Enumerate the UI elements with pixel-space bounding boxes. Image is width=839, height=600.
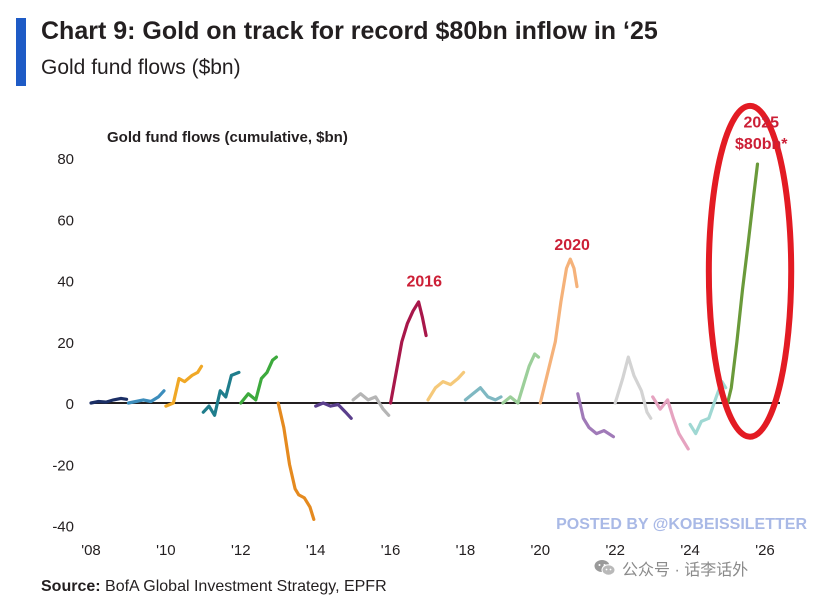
x-tick-label: '24 xyxy=(680,542,700,559)
series-line-2017 xyxy=(426,370,466,402)
posted-by-watermark: POSTED BY @KOBEISSILETTER xyxy=(556,516,807,533)
series-line-2020 xyxy=(538,257,579,405)
x-tick-label: '10 xyxy=(156,542,176,559)
series-line-2015 xyxy=(351,392,391,417)
series-line-2008 xyxy=(89,396,129,405)
series-line-2021 xyxy=(576,392,616,439)
source-text: BofA Global Investment Strategy, EPFR xyxy=(100,578,387,595)
annotation-label: $80bn* xyxy=(735,136,788,153)
title-accent-bar xyxy=(16,18,26,86)
series-line-2011 xyxy=(201,370,241,417)
wechat-label: 公众号 · 话李话外 xyxy=(622,562,749,579)
wechat-watermark: 公众号 · 话李话外 xyxy=(594,556,748,580)
source-note: Source: BofA Global Investment Strategy,… xyxy=(41,578,387,596)
y-tick-label: -40 xyxy=(52,519,74,536)
annotation-label: 2025 xyxy=(743,114,779,131)
x-tick-label: '08 xyxy=(81,542,101,559)
x-tick-label: '20 xyxy=(531,542,551,559)
x-tick-label: '22 xyxy=(605,542,625,559)
y-tick-label: 20 xyxy=(57,335,74,352)
annotation-label: 2020 xyxy=(554,237,590,254)
series-line-2010 xyxy=(164,364,204,408)
x-tick-label: '16 xyxy=(381,542,401,559)
series-line-2022 xyxy=(613,355,653,420)
y-tick-label: 40 xyxy=(57,274,74,291)
wechat-icon xyxy=(594,560,616,576)
series-line-2009 xyxy=(126,389,166,405)
page-title: Chart 9: Gold on track for record $80bn … xyxy=(41,17,658,45)
series-line-2023 xyxy=(651,395,690,451)
chart-title: Gold fund flows (cumulative, $bn) xyxy=(107,129,348,146)
y-tick-label: 0 xyxy=(66,396,74,413)
x-tick-label: '12 xyxy=(231,542,251,559)
x-tick-label: '18 xyxy=(456,542,476,559)
series-line-2019 xyxy=(501,352,541,405)
page-subtitle: Gold fund flows ($bn) xyxy=(41,56,241,79)
series-line-2013 xyxy=(276,401,316,522)
y-tick-label: 60 xyxy=(57,212,74,229)
x-tick-label: '14 xyxy=(306,542,326,559)
series-line-2018 xyxy=(463,386,503,402)
source-label: Source: xyxy=(41,578,101,595)
series-line-2014 xyxy=(314,401,353,420)
series-line-2016 xyxy=(389,300,428,405)
annotation-label: 2016 xyxy=(406,274,442,291)
y-tick-label: -20 xyxy=(52,457,74,474)
x-tick-label: '26 xyxy=(755,542,775,559)
series-line-2012 xyxy=(239,355,278,405)
series-line-2025 xyxy=(725,162,760,405)
highlight-ellipse xyxy=(705,102,795,440)
y-tick-label: 80 xyxy=(57,151,74,168)
